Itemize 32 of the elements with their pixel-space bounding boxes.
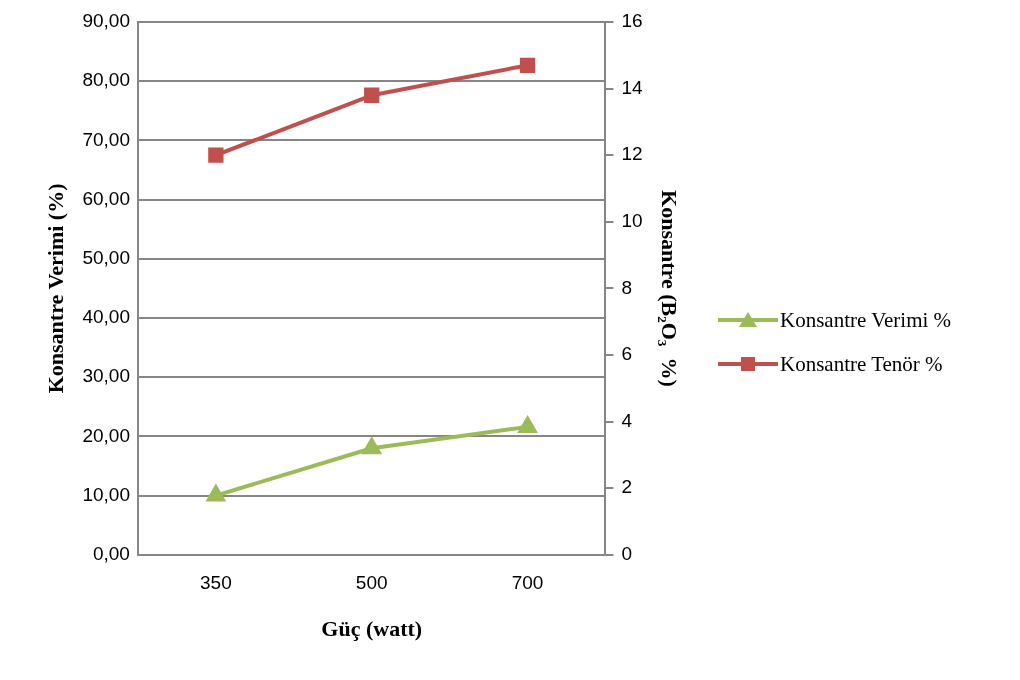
point xyxy=(208,147,224,163)
y2-tick-label: 10 xyxy=(621,210,643,232)
y2-tick-label: 8 xyxy=(621,276,633,298)
y-tick-label: 10,00 xyxy=(82,483,130,505)
x-tick-label: 500 xyxy=(355,572,388,594)
x-tick-label: 700 xyxy=(511,572,544,594)
y2-tick-label: 16 xyxy=(621,10,643,32)
y2-tick-label: 14 xyxy=(621,76,644,98)
y2-tick-label: 12 xyxy=(621,143,643,165)
y-tick-label: 30,00 xyxy=(82,365,130,387)
y2-tick-label: 0 xyxy=(621,543,633,565)
point xyxy=(518,416,537,433)
y2-axis-title: Konsantre (B₂O₃ %) xyxy=(657,190,683,387)
y-tick-label: 60,00 xyxy=(82,187,130,209)
y-tick-label: 80,00 xyxy=(82,69,130,91)
y2-tick-label: 6 xyxy=(621,343,633,365)
y-tick-label: 20,00 xyxy=(82,424,130,446)
point xyxy=(364,87,380,103)
y-axis-title: Konsantre Verimi (%) xyxy=(42,183,68,394)
y2-tick-label: 2 xyxy=(621,476,633,498)
y2-tick-label: 4 xyxy=(621,409,633,431)
point xyxy=(519,57,536,73)
y-tick-label: 70,00 xyxy=(82,128,130,150)
y-tick-label: 50,00 xyxy=(82,247,130,269)
y-tick-label: 40,00 xyxy=(82,306,130,328)
y-tick-label: 0,00 xyxy=(92,543,130,565)
legend-label: Konsantre Verimi % xyxy=(780,307,952,333)
point xyxy=(362,438,381,455)
y-tick-label: 90,00 xyxy=(82,10,130,32)
x-tick-label: 350 xyxy=(200,572,232,594)
x-axis-title: Güç (watt) xyxy=(321,616,423,642)
legend-label: Konsantre Tenör % xyxy=(780,351,943,377)
